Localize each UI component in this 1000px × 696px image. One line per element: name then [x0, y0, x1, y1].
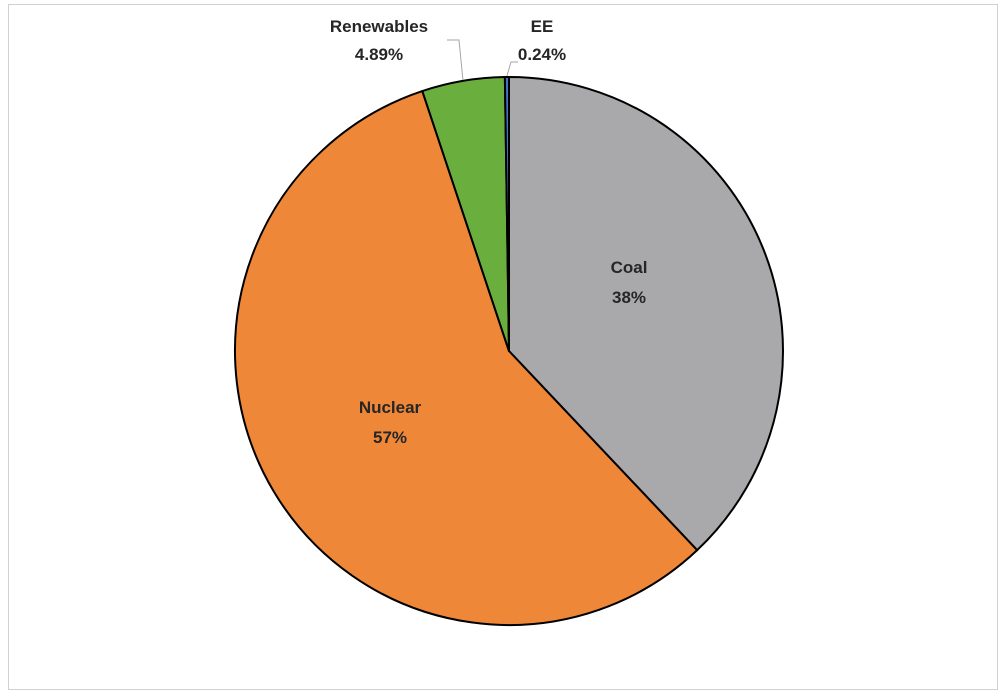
coal-label-value: 38% [612, 288, 646, 307]
nuclear-label-name: Nuclear [359, 398, 422, 417]
slice-labels: Coal 38% Nuclear 57% Renewables 4.89% EE… [330, 17, 648, 447]
renewables-label-value: 4.89% [355, 45, 403, 64]
nuclear-label-value: 57% [373, 428, 407, 447]
ee-label-name: EE [531, 17, 554, 36]
renewables-label-name: Renewables [330, 17, 428, 36]
pie-slice-coal [508, 76, 784, 552]
coal-label-name: Coal [611, 258, 648, 277]
leader-lines [447, 39, 518, 80]
renewables-leader-line [447, 39, 464, 80]
ee-leader-line [506, 61, 518, 77]
pie-slice-nuclear [234, 90, 699, 626]
pie-slices [234, 75, 784, 626]
ee-label-value: 0.24% [518, 45, 566, 64]
pie-slice-ee [503, 75, 510, 352]
